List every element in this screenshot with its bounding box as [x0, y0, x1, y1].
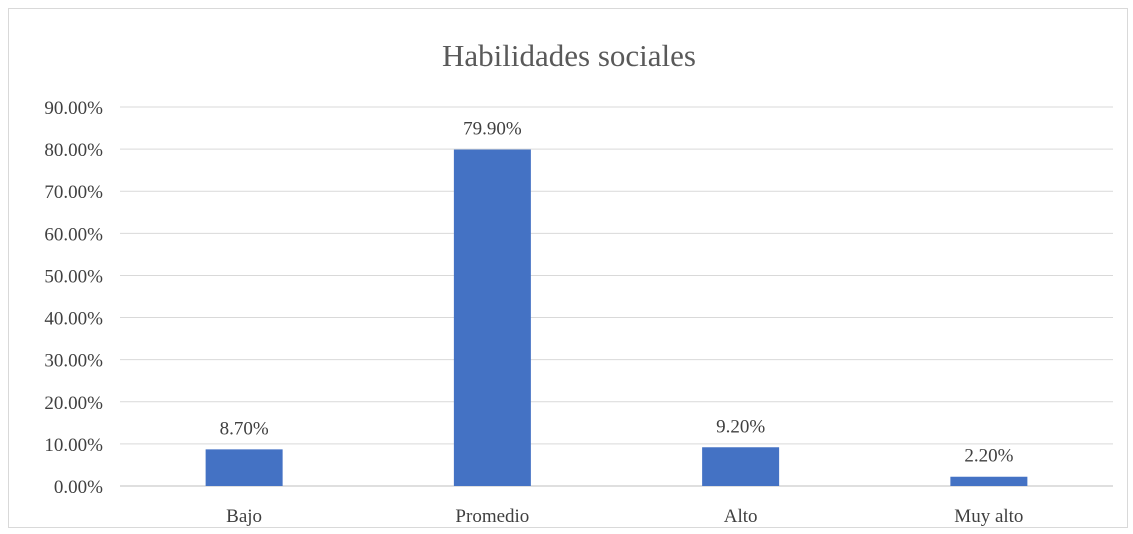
- data-label: 2.20%: [964, 446, 1013, 467]
- x-category-label: Muy alto: [954, 506, 1023, 527]
- y-tick-label: 10.00%: [44, 435, 103, 456]
- bars: [205, 149, 1028, 486]
- bar: [950, 476, 1028, 486]
- y-tick-label: 90.00%: [44, 98, 103, 119]
- y-tick-label: 50.00%: [44, 266, 103, 287]
- bar: [205, 449, 283, 486]
- bar: [702, 447, 780, 486]
- gridlines: [120, 106, 1113, 487]
- y-tick-label: 80.00%: [44, 140, 103, 161]
- y-axis-ticks: 0.00% 10.00% 20.00% 30.00% 40.00% 50.00% 60.00…: [44, 98, 103, 498]
- x-category-label: Alto: [724, 506, 758, 527]
- y-tick-label: 0.00%: [54, 477, 103, 498]
- chart-title: Habilidades sociales: [442, 38, 696, 73]
- chart-frame: Habilidades sociales 0.00% 10.00% 20.00% 30…: [8, 8, 1128, 528]
- y-tick-label: 70.00%: [44, 182, 103, 203]
- x-axis-categories: Bajo Promedio Alto Muy alto: [226, 506, 1023, 527]
- bar-chart: Habilidades sociales 0.00% 10.00% 20.00% 30…: [44, 38, 1113, 527]
- data-label: 9.20%: [716, 416, 765, 437]
- data-label: 8.70%: [220, 418, 269, 439]
- y-tick-label: 20.00%: [44, 393, 103, 414]
- data-labels: 8.70% 79.90% 9.20% 2.20%: [220, 119, 1014, 467]
- x-category-label: Bajo: [226, 506, 262, 527]
- data-label: 79.90%: [463, 119, 522, 140]
- bar: [453, 149, 531, 486]
- x-category-label: Promedio: [455, 506, 529, 527]
- y-tick-label: 40.00%: [44, 309, 103, 330]
- y-tick-label: 60.00%: [44, 224, 103, 245]
- y-tick-label: 30.00%: [44, 351, 103, 372]
